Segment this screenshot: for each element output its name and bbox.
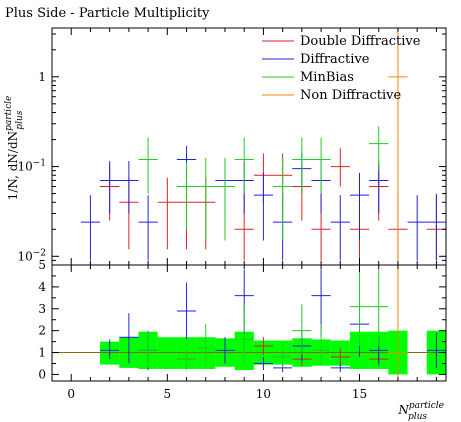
ratio-y-tick-label: 2 (38, 324, 46, 338)
ratio-y-tick-label: 0 (38, 367, 46, 381)
main-series-non-diffractive (388, 28, 408, 265)
main-series-double-diffractive (100, 148, 446, 261)
ratio-y-tick-label: 5 (38, 258, 46, 272)
ratio-y-tick-label: 4 (38, 280, 46, 294)
x-tick-label: 15 (352, 387, 367, 401)
ratio-series-non-diffractive (388, 265, 408, 381)
legend-entry-label: Diffractive (300, 52, 370, 67)
y-axis-label: 1/N, dN/dNparticleplus (4, 96, 25, 201)
ratio-band-bin (157, 337, 177, 369)
y-axis-label-sub: plus (15, 110, 25, 129)
main-y-tick-label: 10−1 (17, 159, 46, 174)
x-axis-label-sup: particle (409, 401, 444, 411)
main-y-tick-base: 10 (17, 160, 32, 174)
y-axis-label-sup: particle (4, 96, 14, 131)
main-y-tick-base: 1 (38, 70, 46, 84)
x-axis-label: Nparticle plus (397, 401, 444, 422)
x-tick-label: 10 (256, 387, 271, 401)
x-tick-label: 5 (163, 387, 171, 401)
legend-entry-label: Double Diffractive (300, 34, 421, 49)
chart-title: Plus Side - Particle Multiplicity (5, 6, 210, 21)
legend-entry-label: Non Diffractive (300, 88, 401, 103)
ratio-y-tick-label: 1 (38, 346, 46, 360)
main-y-tick-exponent: −2 (33, 248, 46, 258)
main-y-tick-label: 10−2 (17, 248, 46, 263)
legend: Double Diffractive Diffractive MinBias Non … (262, 34, 421, 103)
x-tick-label: 0 (67, 387, 75, 401)
ratio-plot-frame (51, 264, 447, 382)
x-axis-label-sub: plus (408, 412, 427, 422)
y-axis-label-main: 1/N, dN/dN (6, 131, 20, 200)
main-y-tick-exponent: −1 (33, 159, 46, 169)
ratio-series-minbias (138, 269, 389, 371)
x-axis-label-main: N (397, 403, 409, 417)
main-series-minbias (138, 126, 389, 241)
main-y-tick-label: 1 (38, 70, 46, 84)
legend-entry-label: MinBias (300, 70, 354, 85)
main-y-tick-base: 10 (17, 249, 32, 263)
ratio-y-tick-label: 3 (38, 302, 46, 316)
